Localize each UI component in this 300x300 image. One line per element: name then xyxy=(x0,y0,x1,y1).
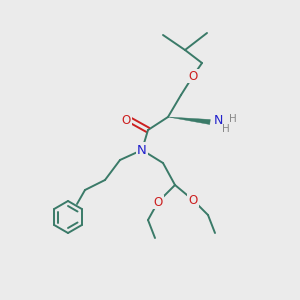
Polygon shape xyxy=(168,117,210,124)
Text: O: O xyxy=(188,194,198,206)
Text: O: O xyxy=(188,70,198,83)
Text: H: H xyxy=(222,124,230,134)
Text: N: N xyxy=(137,143,147,157)
Text: O: O xyxy=(122,113,130,127)
Text: N: N xyxy=(214,115,224,128)
Text: O: O xyxy=(153,196,163,208)
Text: H: H xyxy=(229,114,237,124)
